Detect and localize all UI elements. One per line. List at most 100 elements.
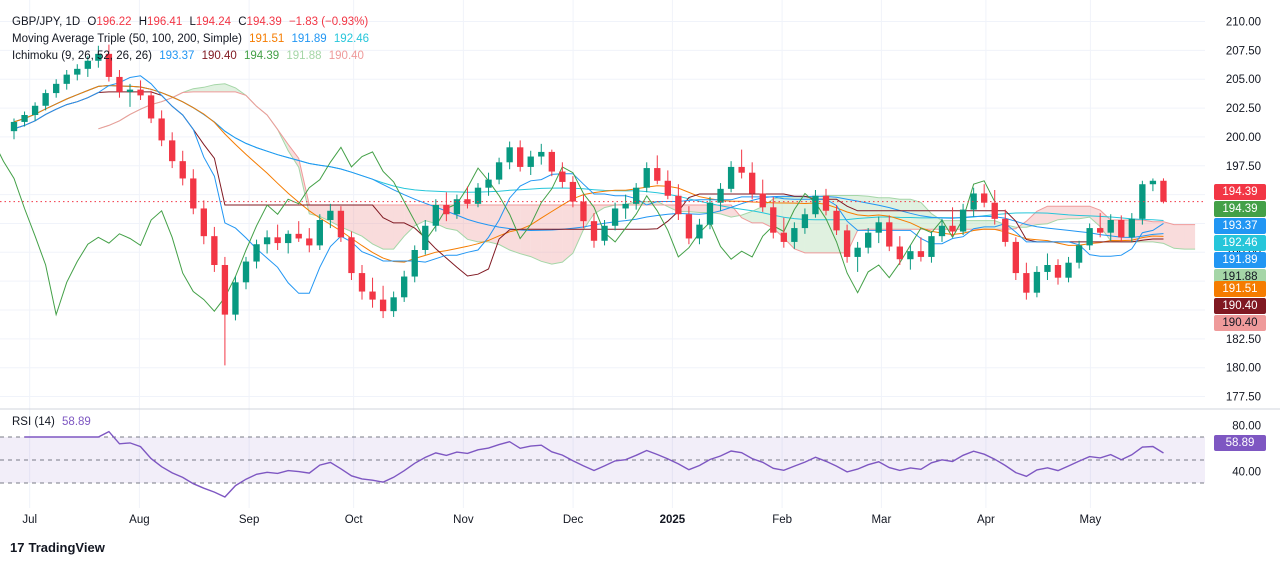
tradingview-logo[interactable]: 17 TradingView: [10, 540, 105, 555]
candle-body: [907, 251, 914, 260]
price-tick-label: 182.50: [1226, 334, 1261, 346]
candle-body: [42, 93, 49, 106]
candle-body: [401, 276, 408, 298]
candle-body: [211, 236, 218, 265]
grid-lines: [0, 0, 1205, 508]
cloud-segment: [688, 205, 700, 213]
open-value: 196.22: [96, 16, 132, 28]
candle-body: [738, 166, 745, 173]
price-badge-2: 193.37: [1214, 218, 1266, 234]
lagging-span-line: [0, 146, 996, 317]
cloud-segment: [203, 84, 215, 92]
candle-body: [1002, 218, 1009, 242]
span-a-value: 191.88: [286, 50, 322, 62]
candle-body: [611, 208, 619, 226]
candlesticks: [10, 44, 1167, 366]
time-tick-label: Apr: [977, 514, 995, 526]
candle-body: [1033, 271, 1041, 293]
cloud-segment: [889, 197, 900, 230]
cloud-segment: [309, 205, 320, 217]
cloud-segment: [383, 205, 394, 250]
candle-body: [200, 208, 207, 237]
cloud-segment: [1047, 206, 1058, 224]
open-label: O: [87, 16, 97, 28]
candle-body: [928, 236, 935, 257]
candle-body: [1149, 180, 1157, 185]
candle-body: [221, 265, 229, 315]
time-tick-label: Feb: [772, 514, 792, 526]
cloud-segment: [393, 205, 405, 250]
ma-legend[interactable]: Moving Average Triple (50, 100, 200, Sim…: [12, 33, 373, 45]
rsi-legend[interactable]: RSI (14) 58.89: [12, 416, 95, 428]
cloud-segment: [562, 205, 573, 263]
candle-body: [991, 202, 998, 219]
candle-body: [833, 210, 840, 231]
candle-body: [295, 233, 302, 239]
ma200-value: 192.46: [333, 33, 370, 45]
price-tick-label: 207.50: [1226, 45, 1261, 57]
cloud-segment: [1036, 206, 1048, 225]
candle-body: [10, 121, 18, 132]
time-tick-label: May: [1080, 514, 1102, 526]
candle-body: [791, 228, 798, 242]
symbol-label: GBP/JPY, 1D: [12, 16, 81, 28]
cloud-segment: [288, 144, 299, 168]
candle-body: [569, 181, 577, 202]
candle-body: [190, 178, 197, 209]
candle-body: [495, 162, 503, 180]
cloud-segment: [467, 205, 478, 242]
cloud-segment: [404, 205, 415, 237]
candle-body: [717, 188, 724, 203]
candle-body: [485, 179, 492, 188]
candle-body: [959, 209, 967, 232]
price-badge-8: 190.40: [1214, 315, 1266, 331]
candle-body: [970, 193, 977, 210]
candle-body: [812, 195, 819, 215]
candle-body: [253, 244, 260, 262]
price-badge-0: 194.39: [1214, 184, 1266, 200]
cloud-segment: [1026, 211, 1037, 228]
candle-body: [527, 156, 534, 167]
candle-body: [875, 222, 882, 233]
candle-body: [337, 210, 345, 238]
candle-body: [422, 225, 429, 250]
cloud-segment: [594, 205, 605, 214]
candle-body: [1139, 184, 1146, 219]
candle-body: [590, 221, 598, 241]
candle-body: [938, 225, 946, 237]
price-tick-label: 197.50: [1226, 161, 1261, 173]
candle-body: [63, 74, 70, 84]
price-badge-6: 191.51: [1214, 281, 1266, 297]
candle-body: [801, 214, 809, 229]
price-tick-label: 177.50: [1226, 392, 1261, 404]
candle-body: [1086, 228, 1093, 246]
candle-body: [865, 232, 872, 248]
change-value: −1.83 (−0.93%): [288, 16, 369, 28]
candle-body: [232, 282, 239, 315]
candle-body: [854, 247, 861, 257]
time-tick-label: Mar: [871, 514, 891, 526]
candle-body: [327, 210, 334, 220]
candle-body: [727, 166, 735, 189]
time-tick-label: Jul: [22, 514, 37, 526]
cloud-segment: [1184, 224, 1196, 250]
ichimoku-legend[interactable]: Ichimoku (9, 26, 52, 26, 26) 193.37 190.…: [12, 50, 368, 62]
candle-body: [1012, 241, 1019, 274]
price-badge-3: 192.46: [1214, 235, 1266, 251]
candle-body: [316, 220, 323, 246]
candle-body: [379, 299, 387, 312]
time-tick-label: Oct: [345, 514, 364, 526]
candle-body: [917, 251, 925, 257]
price-tick-label: 200.00: [1226, 132, 1261, 144]
time-axis: Jul Aug Sep Oct Nov Dec 2025 Feb Mar Apr May: [22, 514, 1101, 526]
close-label: C: [238, 16, 247, 28]
candle-body: [643, 168, 650, 188]
candle-body: [1023, 273, 1030, 293]
time-tick-label: Sep: [239, 514, 259, 526]
candle-body: [1044, 265, 1051, 272]
candle-body: [749, 172, 756, 194]
candle-body: [179, 161, 186, 179]
candle-body: [759, 193, 766, 208]
rsi-tick-label: 40.00: [1232, 467, 1261, 479]
